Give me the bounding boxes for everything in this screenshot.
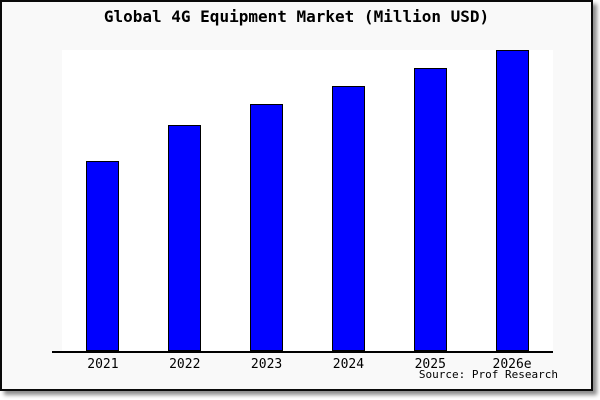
x-tick-label-2022: 2022 (169, 357, 201, 372)
bar-2025 (413, 68, 447, 351)
chart-frame: Global 4G Equipment Market (Million USD)… (0, 0, 593, 391)
bar-2023 (250, 104, 284, 351)
chart-title: Global 4G Equipment Market (Million USD) (103, 7, 490, 26)
x-axis-line (52, 351, 553, 353)
bar-2022 (168, 125, 202, 351)
x-tick-label-2021: 2021 (87, 357, 119, 372)
x-tick-label-2025: 2025 (414, 357, 446, 372)
x-tick-label-2026e: 2026e (492, 357, 532, 372)
x-tick-label-2024: 2024 (332, 357, 365, 372)
plot-area (62, 50, 553, 351)
bar-2024 (331, 86, 365, 351)
bar-2026e (495, 50, 529, 351)
x-tick-label-2023: 2023 (250, 357, 283, 372)
source-credit: Source: Prof Research (418, 368, 558, 381)
bar-2021 (86, 161, 120, 351)
